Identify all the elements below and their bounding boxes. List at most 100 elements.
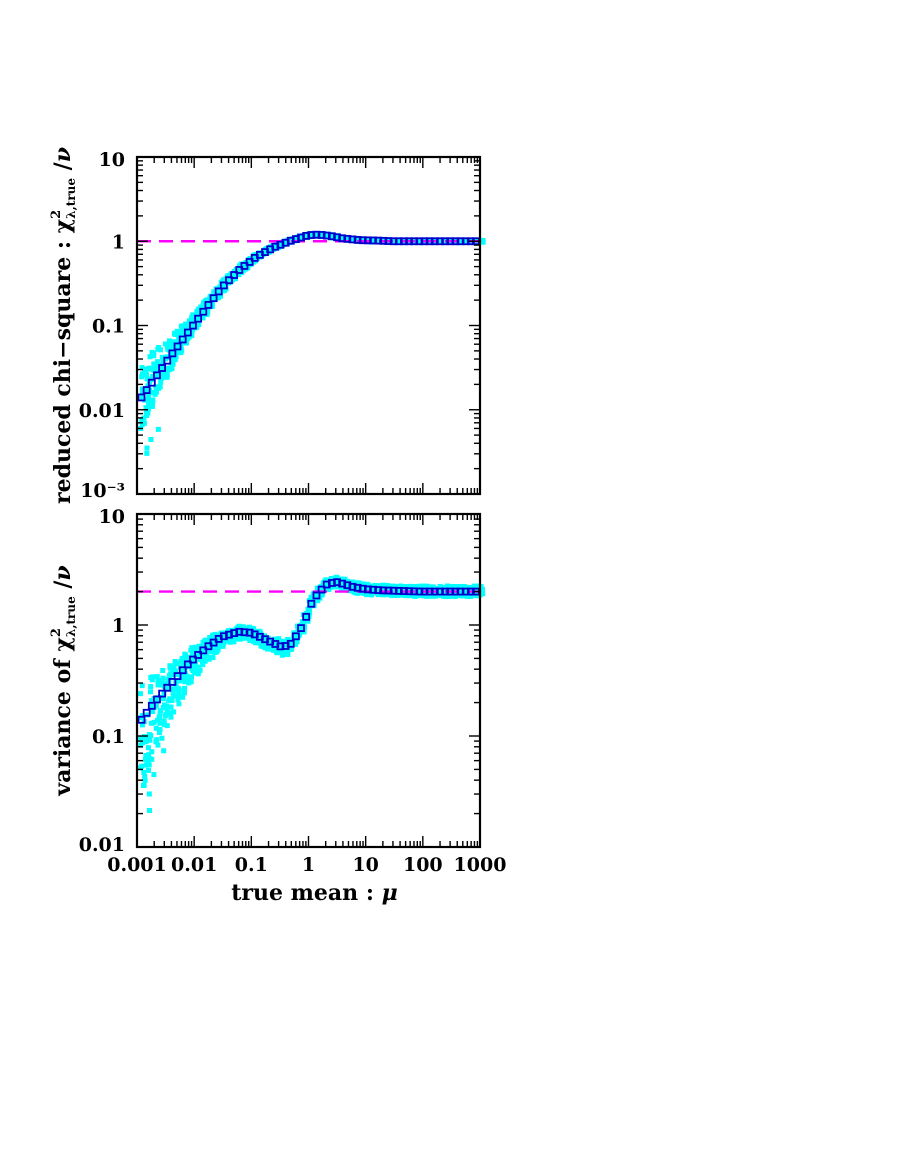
trial-point: [170, 672, 176, 678]
trial-point: [157, 711, 163, 717]
trial-point: [143, 762, 149, 768]
y-axis-label-symbol: χ: [50, 219, 76, 233]
trial-point: [162, 681, 168, 687]
trial-point: [247, 258, 253, 264]
y-tick-label: 10: [99, 506, 125, 528]
trial-point: [299, 627, 305, 633]
mean-point: [158, 689, 167, 698]
trial-point: [200, 315, 206, 321]
trial-point: [169, 356, 175, 362]
trial-point: [385, 584, 391, 590]
trial-point: [145, 396, 151, 402]
y-axis-label-sup: 2: [49, 628, 64, 637]
trial-point: [363, 590, 369, 596]
trial-point: [196, 666, 202, 672]
trial-point: [176, 337, 182, 343]
trial-point: [155, 426, 161, 432]
trial-point: [155, 742, 161, 748]
trial-point: [140, 782, 146, 788]
y-axis-label-nu: ν: [50, 147, 76, 162]
mean-point: [168, 678, 177, 686]
trial-point: [156, 729, 162, 735]
trial-point: [173, 672, 179, 678]
trial-point: [280, 650, 286, 656]
mean-point: [189, 321, 197, 330]
trial-point: [381, 592, 387, 598]
trial-point: [478, 584, 484, 590]
mean-point: [142, 708, 151, 717]
trial-point: [227, 630, 233, 636]
trial-point: [206, 639, 212, 645]
mean-point: [183, 660, 192, 669]
trial-point: [157, 715, 163, 721]
trial-point: [468, 584, 474, 590]
trial-point: [409, 584, 415, 590]
trial-point: [149, 703, 155, 709]
trial-point: [158, 379, 164, 385]
x-tick-label: 0.01: [171, 854, 217, 876]
trial-point: [314, 591, 320, 597]
mean-point: [307, 599, 316, 608]
trial-point: [447, 593, 453, 599]
trial-point: [180, 694, 186, 700]
trial-point: [306, 605, 312, 611]
y-tick-label: 0.1: [92, 726, 125, 748]
trial-point: [139, 740, 145, 746]
mean-point: [158, 364, 167, 372]
mean-point: [302, 612, 311, 621]
trial-point: [169, 697, 175, 703]
mean-point: [173, 672, 182, 680]
mean-point: [163, 683, 172, 692]
mean-point: [204, 301, 213, 309]
y-axis-label-text: reduced chi−square :: [50, 233, 76, 504]
trial-point: [150, 373, 156, 379]
trial-point: [150, 399, 156, 405]
y-tick-label: 0.1: [92, 316, 125, 338]
mean-point: [147, 701, 156, 710]
trial-point: [178, 323, 184, 329]
trial-point: [146, 767, 152, 773]
trial-point: [168, 704, 174, 710]
trial-point: [151, 772, 157, 778]
y-axis-label-nu: ν: [50, 565, 76, 580]
trial-point: [341, 587, 347, 593]
trial-point: [176, 701, 182, 707]
trial-point: [153, 390, 159, 396]
trial-point: [149, 708, 155, 714]
trial-point: [139, 713, 145, 719]
trial-point: [148, 684, 154, 690]
mean-point: [240, 262, 249, 270]
trial-point: [177, 678, 183, 684]
trial-point: [149, 756, 155, 762]
trial-point: [212, 631, 218, 637]
bottom-panel: 10 1 0.1 0.010.001 0.01 0.1 1 10 100 1000 variance…: [49, 506, 506, 906]
trial-point: [304, 614, 310, 620]
trial-point: [299, 619, 305, 625]
mean-point: [312, 591, 321, 600]
trial-point: [375, 588, 381, 594]
trial-point: [139, 386, 145, 392]
trial-point: [151, 719, 157, 725]
trial-point: [182, 685, 188, 691]
mean-point: [235, 266, 244, 274]
trial-point: [145, 383, 151, 389]
trial-point: [215, 647, 221, 653]
trial-point: [190, 649, 196, 655]
trial-point: [195, 671, 201, 677]
trial-point: [161, 721, 167, 727]
trial-points: [138, 230, 486, 456]
mean-point: [225, 276, 233, 285]
trial-point: [171, 665, 177, 671]
mean-point: [209, 294, 218, 303]
y-axis-label-sup: 2: [49, 210, 64, 219]
trial-point: [167, 675, 173, 681]
ticks: [136, 514, 481, 848]
trial-point: [480, 239, 486, 245]
trial-point: [200, 302, 206, 308]
trial-point: [160, 675, 166, 681]
trial-point: [167, 663, 173, 669]
y-tick-label: 1: [112, 615, 125, 637]
trial-point: [141, 415, 147, 421]
trial-point: [154, 363, 160, 369]
trial-point: [154, 674, 160, 680]
